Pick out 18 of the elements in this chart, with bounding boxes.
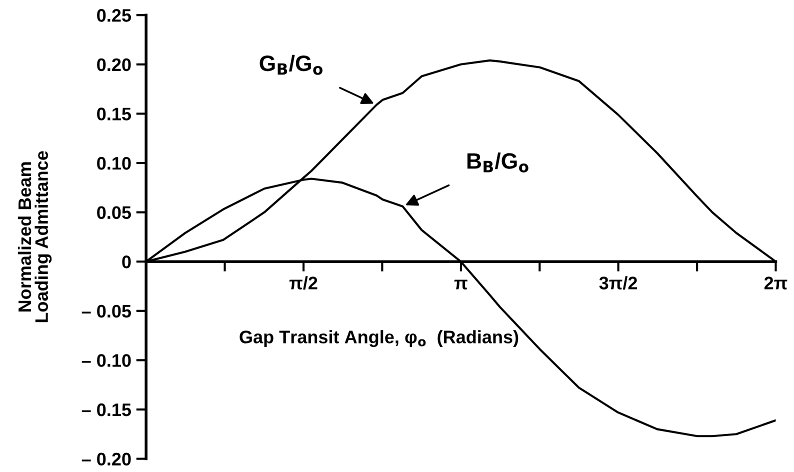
annotation: B$_{B}$/G$_{o}$ xyxy=(467,152,528,172)
x-tick-label: π xyxy=(454,280,468,290)
y-tick-label: 0.15 xyxy=(97,108,132,120)
y-tick-label: 0 xyxy=(122,256,131,268)
x-tick-label: 2π xyxy=(764,276,788,290)
y-tick-label: 0.05 xyxy=(97,206,132,220)
x-tick-label: 3π/2 xyxy=(599,276,638,290)
x-tick-label: π/2 xyxy=(289,276,318,290)
annotation: G$_{B}$/G$_{o}$ xyxy=(260,54,323,75)
y-tick-label: – 0.05 xyxy=(82,304,132,318)
y-tick-label: 0.10 xyxy=(97,156,131,170)
x-axis-title: Gap Transit Angle, φ$_{o}$ (Radians) xyxy=(240,330,518,348)
y-tick-label: 0.20 xyxy=(97,58,131,72)
y-tick-label: – 0.10 xyxy=(82,354,131,367)
y-tick-label: 0.25 xyxy=(97,9,132,22)
y-axis-title: Normalized Beam Loading Admittance xyxy=(18,151,52,322)
y-tick-label: – 0.15 xyxy=(82,403,132,416)
y-tick-label: – 0.20 xyxy=(82,452,131,466)
